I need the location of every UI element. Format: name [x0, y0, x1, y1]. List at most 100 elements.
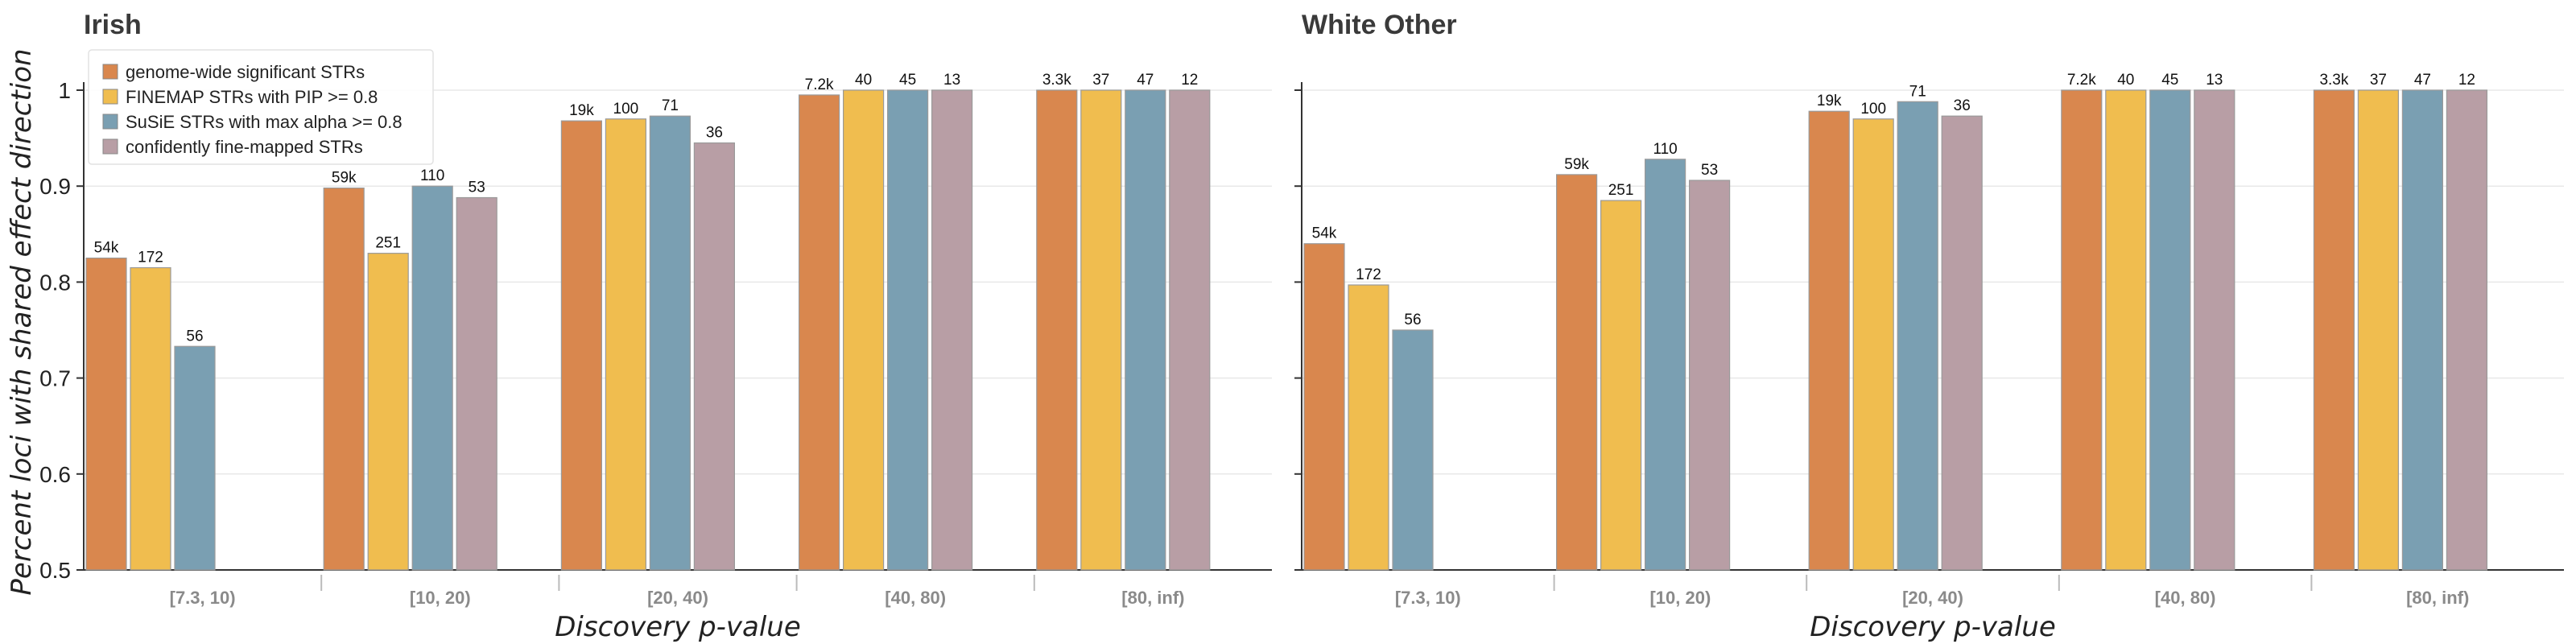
bar-data-label: 100 [613, 101, 639, 118]
bar-data-label: 54k [1312, 225, 1337, 242]
y-tick-label: 0.5 [39, 558, 71, 583]
bar-data-label: 71 [1909, 83, 1926, 100]
bar-data-label: 12 [2458, 72, 2475, 89]
bar-susie-4 [2401, 89, 2443, 571]
bar-data-label: 19k [569, 102, 594, 119]
bar-susie-1 [411, 185, 453, 571]
y-tick-label: 0.7 [39, 366, 71, 391]
bar-data-label: 7.2k [2067, 72, 2096, 89]
bar-data-label: 45 [2161, 72, 2178, 89]
bar-confidently-4 [2446, 89, 2487, 571]
bar-finemap-2 [1852, 118, 1894, 571]
bar-data-label: 19k [1817, 93, 1842, 109]
bar-susie-2 [1897, 101, 1938, 571]
bar-data-label: 37 [2370, 72, 2387, 89]
bar-confidently-1 [1689, 180, 1731, 571]
bar-data-label: 56 [1404, 312, 1421, 328]
bar-susie-0 [1392, 329, 1434, 571]
bar-genome-wide-3 [2061, 89, 2103, 571]
bar-susie-3 [886, 89, 929, 571]
bar-genome-wide-3 [798, 94, 840, 571]
x-axis-label: Discovery p-value [1810, 611, 2056, 643]
bar-data-label: 172 [138, 250, 163, 266]
legend: genome-wide significant STRs FINEMAP STRs… [88, 49, 434, 165]
bar-data-label: 100 [1860, 101, 1886, 118]
bar-finemap-0 [1348, 284, 1389, 571]
bar-finemap-3 [2105, 89, 2147, 571]
bar-data-label: 40 [855, 72, 872, 89]
bar-finemap-2 [605, 118, 647, 571]
bar-data-label: 59k [1564, 156, 1589, 173]
y-tick-label: 1 [58, 78, 71, 103]
panel-title: Irish [84, 10, 142, 40]
bar-data-label: 12 [1181, 72, 1198, 89]
bar-data-label: 3.3k [2319, 72, 2348, 89]
bar-genome-wide-4 [2313, 89, 2355, 571]
y-tick-label: 0.9 [39, 174, 71, 199]
bar-data-label: 36 [706, 125, 723, 142]
legend-entry: genome-wide significant STRs [126, 62, 365, 82]
bar-data-label: 40 [2117, 72, 2134, 89]
bar-data-label: 47 [2414, 72, 2431, 89]
bar-finemap-4 [1080, 89, 1122, 571]
y-tick-label: 0.6 [39, 462, 71, 487]
bar-data-label: 36 [1954, 97, 1971, 114]
x-tick-label: [20, 40) [1902, 588, 1963, 608]
legend-entry: SuSiE STRs with max alpha >= 0.8 [126, 112, 402, 132]
y-tick-label: 0.8 [39, 270, 71, 295]
bar-susie-4 [1125, 89, 1166, 571]
bar-confidently-2 [693, 142, 736, 571]
bar-finemap-3 [842, 89, 885, 571]
bar-data-label: 251 [375, 235, 401, 252]
x-tick-label: [10, 20) [1649, 588, 1711, 608]
x-tick-label: [10, 20) [410, 588, 471, 608]
bar-susie-3 [2149, 89, 2191, 571]
bar-data-label: 56 [186, 328, 203, 345]
y-axis-label: Percent loci with shared effect directio… [6, 48, 38, 595]
bar-confidently-4 [1169, 89, 1211, 571]
bar-data-label: 54k [94, 240, 119, 257]
x-tick-label: [7.3, 10) [1395, 588, 1461, 608]
legend-swatch [102, 138, 118, 155]
legend-swatch [102, 114, 118, 130]
legend-swatch [102, 89, 118, 105]
bar-genome-wide-1 [323, 187, 365, 571]
bar-finemap-0 [130, 266, 171, 571]
bar-susie-2 [649, 115, 691, 571]
bar-data-label: 251 [1608, 182, 1634, 199]
bar-finemap-1 [1600, 200, 1642, 571]
bar-data-label: 3.3k [1042, 72, 1071, 89]
bar-data-label: 110 [1653, 141, 1677, 158]
legend-entry: confidently fine-mapped STRs [126, 137, 363, 157]
bar-susie-0 [174, 345, 216, 571]
panel-1: Irish 0.5 0.6 0.7 0.8 0.9 1 [7.3, 10) 54k 172 56 [1… [39, 10, 1272, 643]
bar-data-label: 59k [332, 170, 357, 187]
bar-data-label: 13 [2206, 72, 2223, 89]
x-tick-label: [40, 80) [885, 588, 946, 608]
bar-genome-wide-1 [1555, 174, 1598, 571]
bar-data-label: 47 [1137, 72, 1154, 89]
bar-genome-wide-0 [1303, 243, 1345, 571]
bar-data-label: 13 [943, 72, 960, 89]
legend-entry: FINEMAP STRs with PIP >= 0.8 [126, 87, 378, 107]
panel-title: White Other [1302, 10, 1457, 40]
x-tick-label: [7.3, 10) [170, 588, 236, 608]
bar-genome-wide-0 [85, 258, 127, 571]
bar-confidently-1 [456, 196, 497, 571]
bar-data-label: 7.2k [805, 76, 834, 93]
legend-frame [88, 49, 434, 165]
legend-swatch [102, 64, 118, 80]
panel-2: White Other [7.3, 10) 54k 172 56 [10, 20) 59k 2… [1294, 10, 2564, 643]
bar-susie-1 [1644, 159, 1686, 571]
bar-data-label: 71 [662, 97, 679, 114]
x-tick-label: [80, inf) [2406, 588, 2469, 608]
bar-finemap-1 [367, 253, 409, 571]
x-tick-label: [40, 80) [2155, 588, 2216, 608]
bar-confidently-3 [2194, 89, 2235, 571]
bar-data-label: 37 [1092, 72, 1109, 89]
bar-genome-wide-2 [560, 120, 603, 571]
x-axis-label: Discovery p-value [555, 611, 801, 643]
bar-data-label: 110 [420, 167, 444, 184]
bar-data-label: 45 [899, 72, 916, 89]
